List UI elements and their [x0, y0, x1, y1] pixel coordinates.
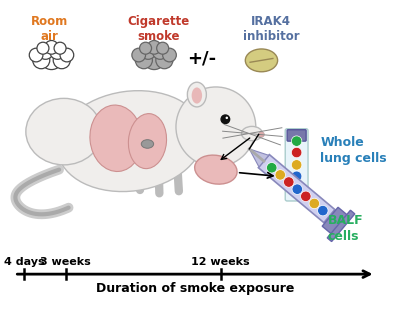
- FancyBboxPatch shape: [285, 129, 308, 201]
- Circle shape: [318, 205, 328, 216]
- Text: IRAK4
inhibitor: IRAK4 inhibitor: [243, 15, 299, 43]
- Circle shape: [300, 191, 311, 202]
- Ellipse shape: [128, 114, 166, 169]
- Circle shape: [291, 160, 302, 170]
- Text: Duration of smoke exposure: Duration of smoke exposure: [96, 282, 294, 295]
- Circle shape: [291, 147, 302, 158]
- Ellipse shape: [57, 91, 204, 191]
- Ellipse shape: [245, 49, 278, 72]
- Circle shape: [147, 41, 161, 54]
- Circle shape: [163, 48, 176, 62]
- Circle shape: [156, 52, 173, 69]
- Circle shape: [33, 52, 50, 69]
- Circle shape: [50, 44, 65, 59]
- Circle shape: [38, 44, 53, 59]
- Circle shape: [45, 41, 58, 54]
- Circle shape: [135, 52, 152, 69]
- Circle shape: [221, 115, 230, 124]
- Circle shape: [275, 170, 286, 180]
- Ellipse shape: [187, 82, 206, 107]
- Polygon shape: [249, 149, 269, 167]
- Ellipse shape: [141, 140, 154, 148]
- Circle shape: [266, 162, 277, 173]
- Circle shape: [152, 44, 168, 59]
- FancyBboxPatch shape: [287, 130, 306, 141]
- Ellipse shape: [26, 98, 102, 165]
- Text: 12 weeks: 12 weeks: [191, 257, 250, 267]
- Ellipse shape: [195, 155, 237, 184]
- Ellipse shape: [90, 105, 142, 172]
- Circle shape: [143, 47, 165, 70]
- Text: 4 days: 4 days: [4, 257, 44, 267]
- Text: BALF
cells: BALF cells: [328, 214, 364, 243]
- Circle shape: [291, 136, 302, 146]
- Ellipse shape: [192, 87, 202, 104]
- Circle shape: [37, 42, 49, 54]
- Circle shape: [292, 184, 302, 194]
- Circle shape: [259, 132, 264, 137]
- Polygon shape: [327, 210, 355, 241]
- Circle shape: [176, 87, 256, 167]
- Circle shape: [284, 177, 294, 187]
- Circle shape: [60, 48, 74, 62]
- Circle shape: [309, 198, 320, 209]
- Text: Room
air: Room air: [31, 15, 68, 43]
- Text: Whole
lung cells: Whole lung cells: [320, 136, 387, 165]
- Circle shape: [291, 183, 302, 194]
- Circle shape: [53, 52, 70, 69]
- Text: 3 weeks: 3 weeks: [40, 257, 91, 267]
- Circle shape: [54, 42, 66, 54]
- Ellipse shape: [242, 126, 262, 141]
- Circle shape: [132, 48, 146, 62]
- Circle shape: [40, 47, 63, 70]
- Circle shape: [140, 42, 152, 54]
- Polygon shape: [322, 207, 348, 235]
- Text: Cigarette
smoke: Cigarette smoke: [128, 15, 190, 43]
- Polygon shape: [258, 155, 335, 223]
- Circle shape: [29, 48, 43, 62]
- Text: +/-: +/-: [187, 49, 216, 68]
- Ellipse shape: [166, 106, 218, 158]
- Circle shape: [291, 171, 302, 181]
- Circle shape: [226, 117, 228, 119]
- Circle shape: [157, 42, 169, 54]
- Circle shape: [140, 44, 156, 59]
